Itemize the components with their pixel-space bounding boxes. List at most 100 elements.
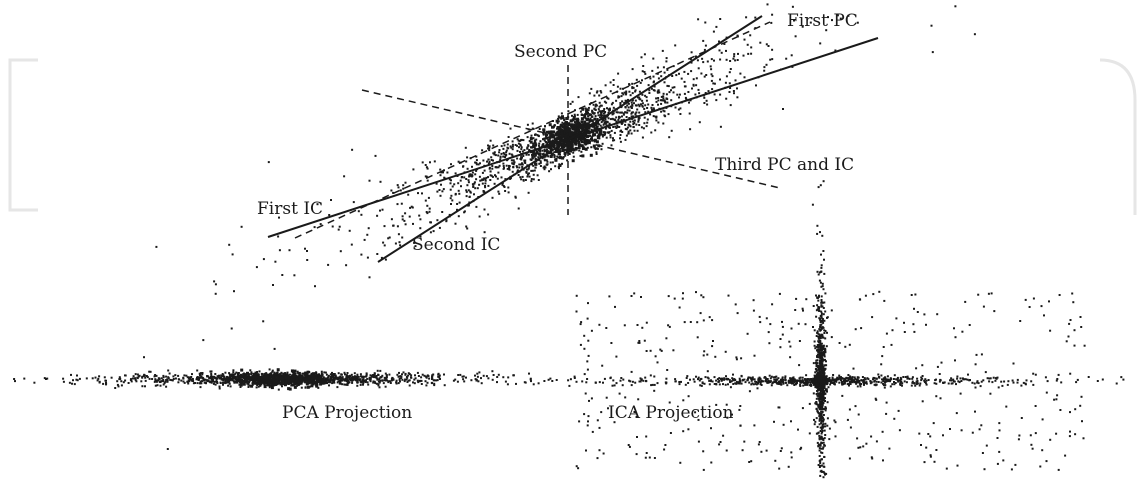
scatter-point — [581, 154, 585, 158]
scatter-point — [228, 382, 231, 385]
scatter-point — [215, 377, 218, 380]
scatter-point — [810, 380, 813, 383]
scatter-point — [377, 383, 380, 386]
scatter-point — [911, 381, 914, 384]
scatter-point — [704, 21, 707, 24]
scatter-point — [325, 377, 328, 380]
scatter-point — [510, 146, 513, 149]
scatter-point — [183, 374, 186, 377]
scatter-point — [640, 56, 643, 59]
scatter-point — [591, 124, 595, 128]
scatter-point — [214, 383, 217, 386]
scatter-point — [382, 241, 385, 244]
scatter-point — [820, 371, 823, 374]
scatter-point — [581, 107, 585, 111]
scatter-point — [824, 330, 827, 332]
scatter-point — [379, 376, 382, 379]
scatter-point — [847, 383, 850, 385]
scatter-point — [228, 379, 231, 382]
scatter-point — [906, 375, 909, 378]
scatter-point — [488, 160, 491, 163]
scatter-point — [378, 386, 381, 389]
scatter-point — [572, 148, 576, 152]
scatter-point — [196, 382, 199, 385]
scatter-point — [503, 144, 506, 147]
scatter-point — [318, 377, 322, 381]
scatter-point — [626, 104, 629, 107]
scatter-point — [599, 129, 603, 133]
scatter-point — [362, 378, 365, 381]
scatter-point — [732, 57, 735, 60]
scatter-point — [288, 387, 292, 391]
scatter-point — [822, 408, 825, 411]
scatter-point — [443, 169, 445, 172]
scatter-point — [162, 383, 165, 386]
scatter-point — [630, 101, 633, 104]
scatter-point — [885, 378, 888, 381]
scatter-point — [819, 412, 822, 415]
scatter-point — [468, 196, 471, 198]
scatter-point — [820, 264, 823, 267]
scatter-point — [182, 376, 185, 379]
scatter-point — [296, 379, 300, 383]
scatter-point — [638, 90, 641, 93]
scatter-point — [822, 321, 825, 324]
scatter-point — [577, 96, 580, 99]
scatter-point — [752, 383, 755, 386]
scatter-point — [509, 177, 512, 180]
scatter-point — [421, 192, 423, 195]
scatter-point — [505, 151, 508, 154]
scatter-point — [647, 103, 650, 106]
scatter-point — [934, 379, 937, 382]
scatter-point — [612, 79, 615, 81]
scatter-point — [778, 380, 781, 383]
scatter-point — [317, 380, 321, 383]
scatter-point — [673, 86, 676, 89]
scatter-point — [341, 379, 343, 382]
scatter-point — [165, 375, 168, 378]
scatter-point — [638, 117, 641, 120]
scatter-point — [205, 382, 207, 385]
scatter-point — [192, 380, 195, 382]
scatter-point — [563, 119, 566, 121]
scatter-point — [471, 174, 474, 177]
scatter-point — [421, 161, 424, 164]
scatter-point — [911, 380, 914, 383]
scatter-point — [676, 93, 679, 96]
scatter-point — [923, 379, 926, 382]
scatter-point — [491, 175, 494, 178]
scatter-point — [571, 127, 575, 131]
scatter-point — [595, 125, 598, 128]
scatter-point — [596, 90, 599, 93]
scatter-point — [485, 375, 488, 378]
scatter-point — [286, 371, 289, 374]
scatter-point — [533, 169, 536, 172]
scatter-point — [638, 111, 641, 114]
scatter-point — [191, 379, 193, 382]
scatter-point — [827, 386, 830, 389]
scatter-point — [438, 374, 441, 377]
scatter-point — [353, 372, 356, 375]
scatter-point — [532, 127, 535, 130]
scatter-point — [591, 112, 594, 115]
scatter-point — [154, 374, 157, 376]
scatter-point — [795, 381, 798, 384]
scatter-point — [618, 126, 621, 128]
scatter-point — [136, 377, 139, 380]
scatter-point — [575, 380, 578, 383]
scatter-point — [817, 273, 820, 276]
scatter-point — [737, 381, 740, 384]
scatter-point — [819, 430, 822, 432]
scatter-point — [381, 379, 384, 382]
scatter-point — [820, 432, 823, 435]
scatter-point — [725, 97, 728, 100]
scatter-point — [671, 75, 674, 77]
scatter-point — [743, 378, 746, 381]
scatter-point — [779, 381, 782, 384]
scatter-point — [863, 377, 866, 380]
scatter-point — [211, 378, 214, 381]
scatter-point — [445, 219, 448, 222]
scatter-point — [722, 383, 724, 386]
scatter-point — [794, 35, 797, 38]
